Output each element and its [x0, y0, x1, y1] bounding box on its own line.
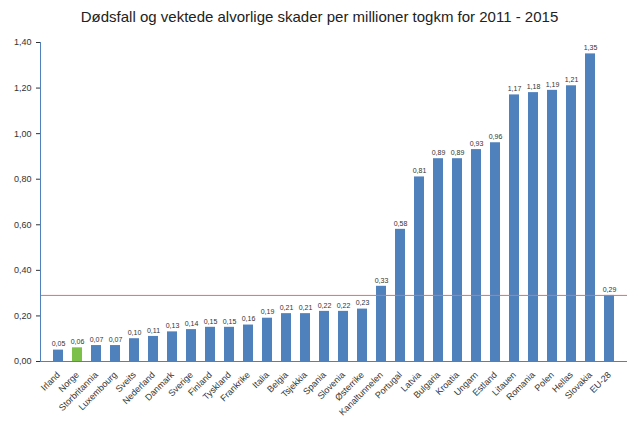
svg-text:0,20: 0,20	[14, 311, 32, 321]
svg-text:Nederland: Nederland	[120, 369, 157, 407]
svg-text:0,16: 0,16	[242, 315, 256, 322]
svg-text:Tyskland: Tyskland	[200, 369, 233, 402]
svg-text:1,17: 1,17	[508, 85, 522, 92]
svg-text:Sverige: Sverige	[166, 369, 195, 399]
svg-text:0,15: 0,15	[223, 318, 237, 325]
svg-text:Kroatia: Kroatia	[433, 369, 461, 397]
svg-text:0,21: 0,21	[299, 304, 313, 311]
svg-text:Luxembourg: Luxembourg	[76, 370, 118, 412]
svg-text:1,18: 1,18	[527, 83, 541, 90]
svg-text:0,10: 0,10	[128, 329, 142, 336]
svg-text:Tsjekkia: Tsjekkia	[279, 370, 309, 400]
svg-text:0,19: 0,19	[261, 308, 275, 315]
svg-text:0,89: 0,89	[432, 149, 446, 156]
svg-text:Bulgaria: Bulgaria	[411, 369, 442, 401]
svg-text:0,06: 0,06	[71, 338, 85, 345]
svg-text:Polen: Polen	[532, 369, 556, 394]
svg-text:Irland: Irland	[39, 369, 62, 393]
svg-text:1,20: 1,20	[14, 83, 32, 93]
svg-text:EU-28: EU-28	[588, 370, 613, 395]
svg-text:0,60: 0,60	[14, 220, 32, 230]
svg-text:1,19: 1,19	[546, 81, 560, 88]
svg-text:Norge: Norge	[56, 369, 81, 395]
svg-text:0,07: 0,07	[90, 336, 104, 343]
svg-text:Sveits: Sveits	[113, 369, 138, 395]
svg-text:0,21: 0,21	[280, 304, 294, 311]
svg-text:1,40: 1,40	[14, 37, 32, 47]
svg-text:0,13: 0,13	[166, 322, 180, 329]
svg-text:Belgia: Belgia	[265, 369, 290, 395]
svg-text:0,96: 0,96	[489, 133, 503, 140]
svg-text:Finland: Finland	[186, 369, 214, 398]
svg-text:Frankrike: Frankrike	[218, 370, 252, 404]
svg-text:0,80: 0,80	[14, 174, 32, 184]
svg-text:Romania: Romania	[504, 369, 537, 403]
svg-text:0,14: 0,14	[185, 320, 199, 327]
html-text:Dødsfall og vektede alvorlige: Dødsfall og vektede alvorlige skader per…	[80, 8, 559, 25]
svg-text:Slovakia: Slovakia	[562, 369, 594, 401]
svg-text:0,22: 0,22	[337, 302, 351, 309]
svg-text:0,58: 0,58	[394, 220, 408, 227]
svg-text:Slovenia: Slovenia	[315, 369, 347, 402]
svg-text:Storbritannia: Storbritannia	[56, 369, 100, 413]
svg-text:Hellas: Hellas	[550, 369, 575, 395]
svg-text:0,23: 0,23	[356, 299, 370, 306]
svg-text:0,00: 0,00	[14, 356, 32, 366]
svg-text:0,05: 0,05	[52, 340, 66, 347]
svg-text:0,81: 0,81	[413, 167, 427, 174]
svg-text:Østerrike: Østerrike	[333, 369, 366, 403]
svg-text:0,15: 0,15	[204, 318, 218, 325]
svg-text:1,00: 1,00	[14, 129, 32, 139]
svg-text:1,35: 1,35	[584, 44, 598, 51]
svg-text:0,33: 0,33	[375, 277, 389, 284]
svg-text:Danmark: Danmark	[143, 369, 176, 403]
svg-text:Latvia: Latvia	[398, 369, 423, 394]
svg-text:Litauen: Litauen	[490, 369, 518, 398]
svg-text:Ungarn: Ungarn	[452, 369, 480, 398]
svg-text:Italia: Italia	[250, 369, 271, 391]
svg-text:Estland: Estland	[470, 369, 499, 398]
svg-text:1,21: 1,21	[565, 76, 579, 83]
svg-text:Kanaltunnelen: Kanaltunnelen	[337, 369, 385, 418]
svg-text:Portugal: Portugal	[373, 369, 404, 401]
svg-text:0,40: 0,40	[14, 265, 32, 275]
svg-text:0,11: 0,11	[147, 327, 160, 334]
svg-text:0,89: 0,89	[451, 149, 465, 156]
svg-text:0,93: 0,93	[470, 140, 484, 147]
svg-text:Spania: Spania	[301, 369, 328, 397]
svg-text:0,29: 0,29	[603, 286, 617, 293]
svg-text:0,22: 0,22	[318, 302, 332, 309]
svg-text:0,07: 0,07	[109, 336, 123, 343]
